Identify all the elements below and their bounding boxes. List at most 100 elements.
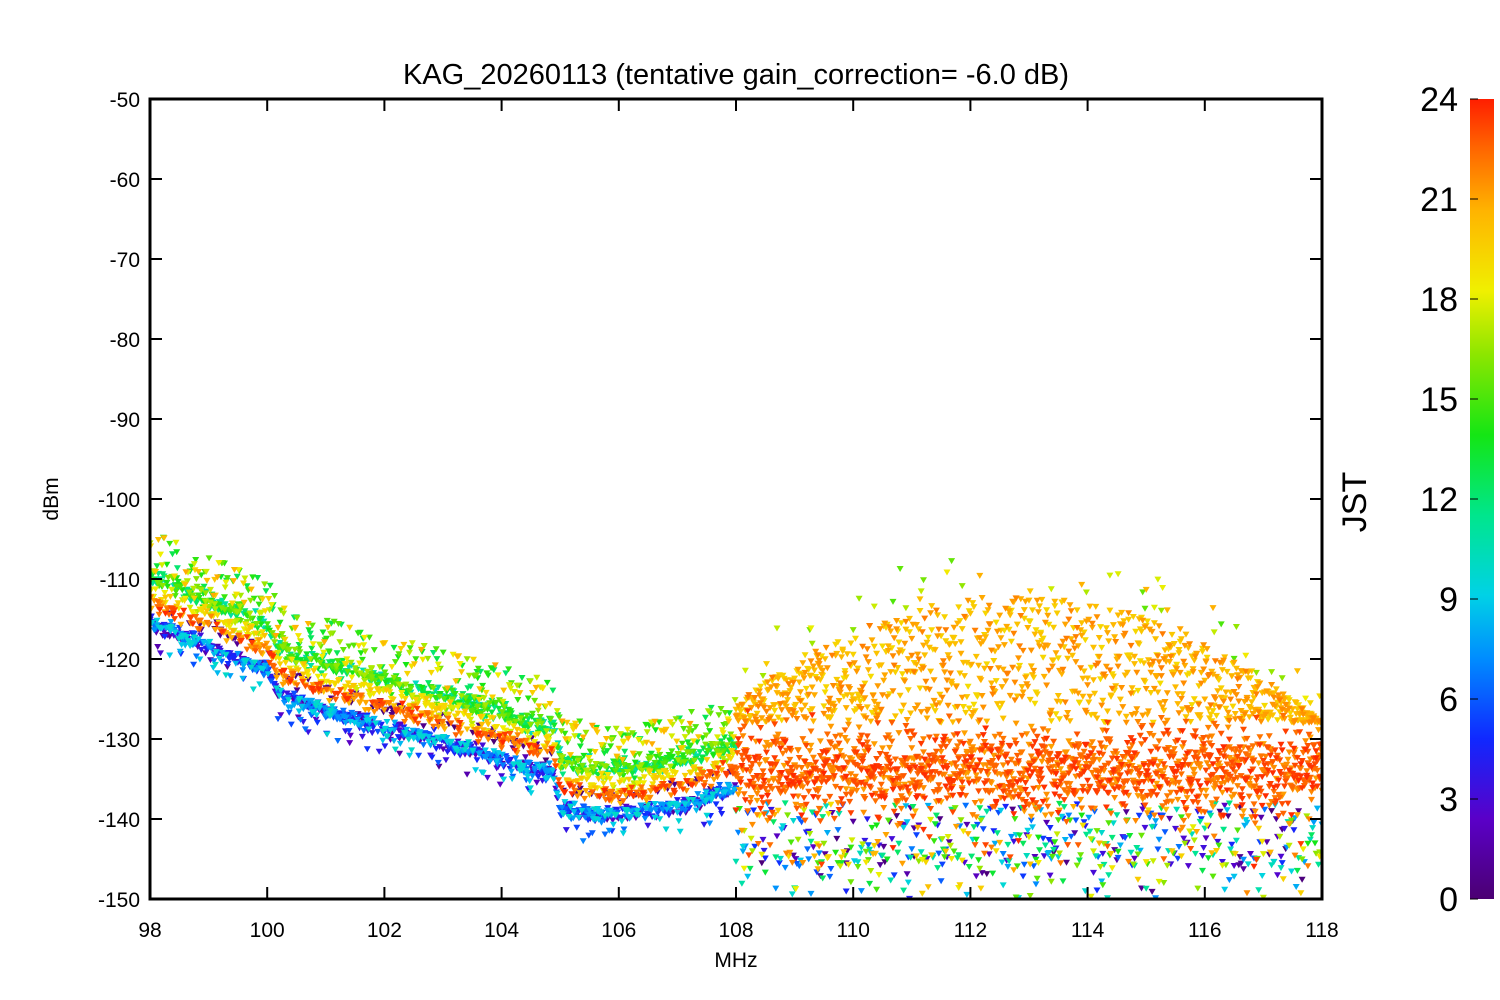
data-point [651, 801, 659, 807]
data-point [990, 828, 998, 835]
data-point [741, 667, 749, 674]
data-point [499, 698, 507, 705]
data-point [1306, 836, 1314, 843]
data-point [197, 587, 205, 594]
data-point [1133, 845, 1141, 851]
data-point [917, 709, 925, 716]
data-point [702, 714, 709, 721]
data-point [811, 692, 818, 699]
data-point [458, 669, 465, 676]
data-point [613, 753, 621, 760]
data-point [1154, 846, 1162, 853]
data-point [978, 870, 986, 877]
data-point [1128, 685, 1136, 692]
data-point [484, 736, 492, 743]
data-point [628, 765, 636, 772]
data-point [239, 675, 247, 682]
data-point [640, 774, 648, 781]
data-point [725, 753, 733, 760]
data-point [788, 891, 796, 898]
data-point [898, 671, 906, 678]
data-point [801, 652, 809, 659]
data-point [569, 726, 577, 733]
data-point [877, 662, 885, 669]
data-point [725, 710, 733, 717]
data-point [704, 722, 712, 729]
data-point [977, 677, 985, 684]
data-point [702, 732, 710, 739]
data-point [252, 667, 260, 674]
data-point [190, 595, 198, 602]
data-point [502, 670, 510, 677]
data-point [342, 714, 350, 721]
data-point [464, 713, 472, 719]
data-point [358, 733, 366, 740]
data-point [415, 752, 423, 759]
data-point [1142, 859, 1150, 866]
data-point [945, 655, 953, 662]
data-point [983, 871, 991, 878]
data-point [1292, 884, 1300, 890]
data-point [579, 734, 587, 741]
data-point [164, 583, 172, 590]
data-point [172, 539, 180, 546]
data-point [1140, 677, 1148, 684]
data-point [346, 740, 354, 747]
data-point [562, 763, 570, 770]
data-point [254, 575, 262, 581]
data-point [700, 821, 708, 828]
data-point [195, 636, 202, 643]
data-point [815, 850, 823, 857]
data-point [719, 755, 727, 762]
data-point [183, 634, 191, 640]
data-point [402, 681, 410, 688]
data-point [181, 581, 189, 588]
data-point [861, 837, 869, 844]
data-point [1138, 628, 1145, 635]
data-point [555, 714, 563, 721]
data-point [1232, 665, 1240, 672]
data-point [612, 725, 620, 732]
data-point [1285, 697, 1293, 704]
data-point [1005, 858, 1013, 865]
data-point [490, 739, 498, 745]
data-point [917, 849, 925, 856]
data-point [1107, 850, 1115, 857]
data-point [631, 775, 638, 782]
data-point [517, 720, 525, 727]
data-point [1174, 701, 1182, 708]
data-point [526, 678, 534, 685]
data-point [271, 593, 278, 599]
data-point [923, 639, 931, 646]
data-point [944, 652, 952, 659]
data-point [582, 729, 590, 736]
data-point [895, 840, 903, 847]
data-point [921, 652, 929, 659]
data-point [279, 644, 287, 651]
data-point [391, 659, 399, 666]
data-point [642, 721, 650, 728]
data-point [1159, 631, 1167, 638]
data-point [914, 824, 922, 831]
data-point [1194, 885, 1202, 892]
data-point [428, 754, 436, 761]
data-point [740, 865, 748, 872]
data-point [1054, 854, 1062, 861]
data-point [192, 557, 200, 563]
data-point [805, 856, 813, 863]
data-point [811, 667, 818, 674]
data-point [185, 589, 193, 596]
data-point [1016, 832, 1024, 839]
data-point [807, 838, 815, 845]
data-point [337, 664, 345, 671]
data-point [233, 573, 241, 580]
data-point [1122, 719, 1130, 726]
data-point [1072, 817, 1080, 824]
data-point [895, 730, 903, 737]
data-point [215, 601, 223, 608]
data-point [1155, 738, 1163, 745]
data-point [174, 600, 182, 607]
data-point [1122, 713, 1130, 720]
data-point [1175, 647, 1183, 653]
data-point [1002, 678, 1010, 685]
